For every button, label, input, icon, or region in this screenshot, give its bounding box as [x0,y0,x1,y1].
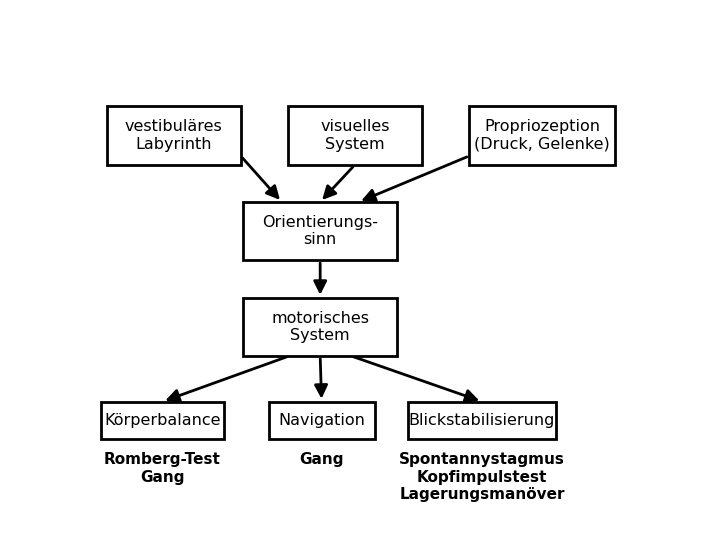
Text: motorisches
System: motorisches System [271,310,369,343]
Text: Romberg-Test
Gang: Romberg-Test Gang [104,453,221,485]
Text: Spontannystagmus
Kopfimpulstest
Lagerungsmanöver: Spontannystagmus Kopfimpulstest Lagerung… [400,453,565,502]
Text: Gang: Gang [300,453,344,467]
Text: Propriozeption
(Druck, Gelenke): Propriozeption (Druck, Gelenke) [474,119,610,152]
FancyBboxPatch shape [107,106,240,165]
FancyBboxPatch shape [288,106,422,165]
Text: Navigation: Navigation [278,413,365,428]
FancyBboxPatch shape [243,202,397,260]
Text: Blickstabilisierung: Blickstabilisierung [409,413,555,428]
FancyBboxPatch shape [269,402,374,439]
FancyBboxPatch shape [469,106,615,165]
Text: vestibuläres
Labyrinth: vestibuläres Labyrinth [125,119,222,152]
Text: Körperbalance: Körperbalance [104,413,221,428]
Text: Orientierungs-
sinn: Orientierungs- sinn [262,215,378,247]
Text: visuelles
System: visuelles System [320,119,390,152]
FancyBboxPatch shape [243,298,397,356]
FancyBboxPatch shape [101,402,224,439]
FancyBboxPatch shape [408,402,556,439]
